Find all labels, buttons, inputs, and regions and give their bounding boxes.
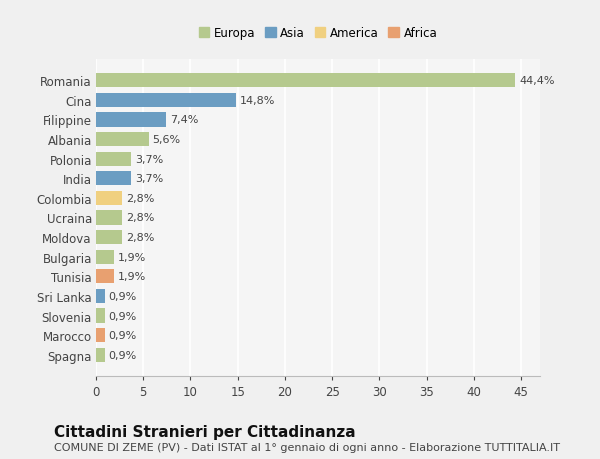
Bar: [96, 133, 149, 147]
Bar: [96, 172, 131, 186]
Text: 0,9%: 0,9%: [108, 350, 137, 360]
Bar: [96, 74, 515, 88]
Bar: [96, 348, 104, 362]
Bar: [96, 94, 236, 108]
Bar: [96, 328, 104, 342]
Text: 0,9%: 0,9%: [108, 291, 137, 301]
Bar: [96, 269, 114, 284]
Bar: [96, 309, 104, 323]
Bar: [96, 152, 131, 166]
Text: 14,8%: 14,8%: [239, 95, 275, 106]
Bar: [96, 250, 114, 264]
Text: 44,4%: 44,4%: [519, 76, 555, 86]
Text: 2,8%: 2,8%: [126, 233, 155, 242]
Bar: [96, 191, 122, 206]
Text: COMUNE DI ZEME (PV) - Dati ISTAT al 1° gennaio di ogni anno - Elaborazione TUTTI: COMUNE DI ZEME (PV) - Dati ISTAT al 1° g…: [54, 442, 560, 452]
Text: 1,9%: 1,9%: [118, 272, 146, 282]
Bar: [96, 211, 122, 225]
Text: 3,7%: 3,7%: [135, 154, 163, 164]
Text: 2,8%: 2,8%: [126, 213, 155, 223]
Text: Cittadini Stranieri per Cittadinanza: Cittadini Stranieri per Cittadinanza: [54, 425, 356, 440]
Text: 5,6%: 5,6%: [152, 135, 181, 145]
Text: 7,4%: 7,4%: [170, 115, 198, 125]
Text: 3,7%: 3,7%: [135, 174, 163, 184]
Bar: [96, 289, 104, 303]
Text: 2,8%: 2,8%: [126, 194, 155, 203]
Text: 0,9%: 0,9%: [108, 311, 137, 321]
Legend: Europa, Asia, America, Africa: Europa, Asia, America, Africa: [196, 24, 440, 42]
Text: 0,9%: 0,9%: [108, 330, 137, 341]
Text: 1,9%: 1,9%: [118, 252, 146, 262]
Bar: [96, 230, 122, 245]
Bar: [96, 113, 166, 127]
